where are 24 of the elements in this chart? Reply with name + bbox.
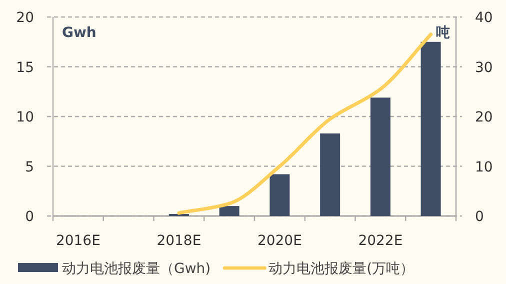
legend-label: 动力电池报废量（Gwh) [62, 261, 211, 277]
bar [370, 98, 390, 216]
y2-tick-label: 0 [475, 209, 484, 225]
y-tick-label: 5 [25, 159, 34, 176]
legend-label: 动力电池报废量(万吨） [268, 261, 414, 277]
y-axis-title: Gwh [62, 25, 96, 41]
y-tick-label: 20 [16, 10, 34, 26]
x-tick-label: 2022E [358, 233, 403, 249]
y-tick-label: 15 [16, 60, 34, 76]
x-tick-label: 2020E [257, 233, 302, 249]
x-tick-label: 2016E [56, 233, 100, 249]
bar [420, 42, 441, 216]
y-tick-label: 10 [16, 110, 34, 126]
x-tick-label: 2018E [156, 233, 202, 249]
bar [270, 174, 290, 216]
y2-axis-title: 吨 [436, 25, 450, 41]
y2-tick-label: 10 [475, 159, 493, 176]
y-tick-label: 0 [25, 209, 34, 225]
bar [219, 206, 240, 216]
y2-tick-label: 20 [475, 110, 493, 126]
bar [320, 133, 340, 216]
y2-tick-label: 40 [475, 10, 493, 26]
y2-tick-label: 30 [475, 60, 493, 76]
line-series [177, 32, 433, 215]
